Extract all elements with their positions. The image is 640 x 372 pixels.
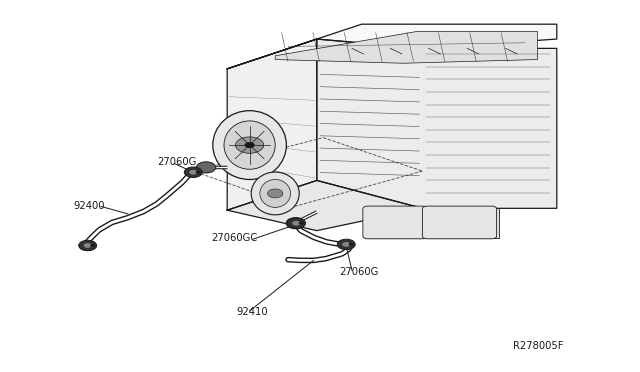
Circle shape (90, 244, 95, 247)
Ellipse shape (224, 121, 275, 169)
Circle shape (84, 243, 92, 248)
Polygon shape (227, 180, 422, 231)
Polygon shape (365, 208, 499, 238)
Text: R278005F: R278005F (513, 341, 563, 351)
Text: 92400: 92400 (74, 202, 105, 211)
Circle shape (79, 240, 97, 251)
Circle shape (299, 222, 304, 225)
Circle shape (196, 171, 201, 174)
Circle shape (196, 162, 216, 173)
Text: 27060G: 27060G (157, 157, 196, 167)
Circle shape (286, 218, 305, 229)
Circle shape (342, 242, 350, 247)
Circle shape (189, 170, 197, 174)
Ellipse shape (212, 111, 287, 180)
Polygon shape (317, 39, 557, 208)
Circle shape (287, 218, 305, 228)
Polygon shape (275, 32, 538, 63)
Ellipse shape (260, 180, 291, 208)
Text: 27060GC: 27060GC (211, 233, 257, 243)
FancyBboxPatch shape (363, 206, 428, 239)
Circle shape (244, 142, 255, 148)
Polygon shape (227, 24, 557, 69)
FancyBboxPatch shape (422, 206, 497, 239)
Circle shape (236, 137, 264, 153)
Polygon shape (227, 39, 317, 210)
Circle shape (337, 239, 355, 250)
Ellipse shape (251, 172, 300, 215)
Circle shape (292, 221, 300, 225)
Text: 92410: 92410 (237, 308, 268, 317)
Text: 27060G: 27060G (339, 267, 379, 276)
Circle shape (184, 167, 202, 177)
Circle shape (268, 189, 283, 198)
Circle shape (349, 243, 354, 246)
